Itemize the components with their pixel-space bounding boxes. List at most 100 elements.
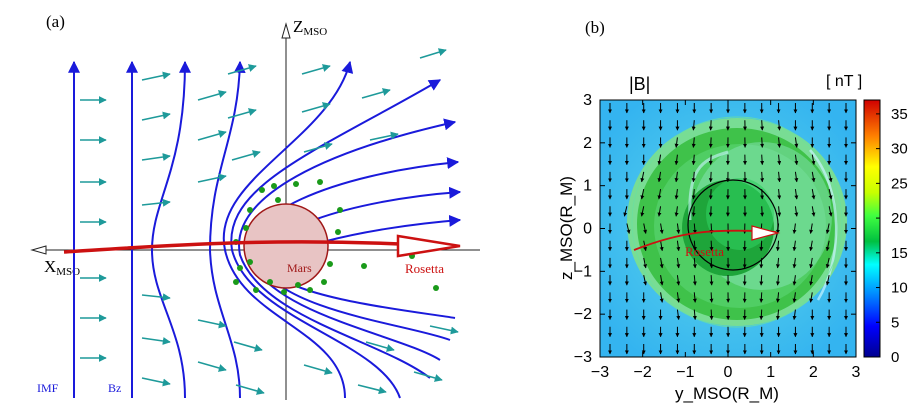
field-vector <box>809 223 814 234</box>
field-vector <box>657 188 662 200</box>
y-tick-label: −1 <box>574 263 592 280</box>
colorbar-units: [ nT ] <box>826 73 862 90</box>
x-tick-label: 2 <box>809 364 818 381</box>
field-vector <box>825 223 830 234</box>
field-vector <box>640 171 645 183</box>
y-tick-label: −2 <box>574 306 592 323</box>
panel-b-label: (b) <box>585 18 605 37</box>
field-vector <box>825 275 830 286</box>
field-vector <box>777 171 782 183</box>
x-tick-label: −3 <box>591 364 609 381</box>
field-vector <box>760 171 765 183</box>
z-axis-arrowhead <box>281 22 291 39</box>
field-vector <box>760 137 765 148</box>
field-vector <box>692 275 697 286</box>
field-vector <box>777 154 782 166</box>
field-vector <box>708 189 713 200</box>
particle <box>259 187 265 193</box>
field-line <box>150 60 191 399</box>
flow-arrow <box>141 337 171 345</box>
field-vector <box>691 137 696 148</box>
field-vector <box>691 206 696 217</box>
field-vector <box>760 206 765 217</box>
x-tick-label: 3 <box>852 364 861 381</box>
field-vector <box>828 206 833 217</box>
field-vector <box>825 240 830 252</box>
bz-label: Bz <box>108 381 121 395</box>
field-vector <box>777 206 782 217</box>
field-vector <box>792 240 797 252</box>
x-ticks: −3 −2 −1 0 1 2 3 <box>591 100 861 381</box>
field-vector <box>659 240 664 252</box>
flow-arrow <box>369 131 399 141</box>
mars-label: Mars <box>287 261 312 275</box>
field-vector <box>775 257 780 269</box>
field-vector <box>692 257 697 269</box>
field-vector <box>640 206 645 217</box>
field-vector <box>811 188 816 200</box>
flow-arrow <box>231 150 261 161</box>
x-axis-arrowhead <box>30 245 47 255</box>
flow-arrow <box>303 364 333 375</box>
flow-arrows <box>80 48 459 395</box>
field-vector <box>809 275 814 286</box>
flow-arrow <box>227 108 257 119</box>
flow-arrow <box>197 173 227 183</box>
colorbar-tick-label: 5 <box>891 314 899 331</box>
x-tick-label: −2 <box>634 364 652 381</box>
particle <box>247 259 253 265</box>
y-tick-label: 0 <box>583 221 592 238</box>
flow-arrow <box>141 198 171 207</box>
field-vector <box>760 120 765 131</box>
field-vector <box>775 240 780 252</box>
field-vector <box>792 309 797 320</box>
flow-arrow <box>361 88 391 99</box>
particle <box>295 282 301 288</box>
colorbar-tick-label: 25 <box>891 175 908 192</box>
field-vector <box>794 154 799 166</box>
field-vector <box>676 240 681 252</box>
field-vector <box>674 189 679 200</box>
field-vector <box>828 188 833 200</box>
field-vector <box>709 309 714 320</box>
field-vector <box>692 292 697 303</box>
field-vector <box>708 206 713 217</box>
x-tick-label: 0 <box>724 364 733 381</box>
flow-arrow <box>141 111 171 121</box>
field-vector <box>794 171 799 183</box>
field-vector <box>760 189 765 200</box>
field-vector <box>640 188 645 200</box>
field-vector <box>759 309 764 320</box>
field-vector <box>657 154 662 166</box>
flow-arrow <box>365 341 395 352</box>
field-vector <box>794 137 799 148</box>
field-vector <box>676 309 681 320</box>
particle <box>327 261 333 267</box>
y-tick-label: −3 <box>574 349 592 366</box>
colorbar <box>863 99 881 358</box>
flow-arrow <box>235 384 265 395</box>
field-vector <box>674 154 679 166</box>
particle <box>337 207 343 213</box>
flow-arrow <box>141 153 171 161</box>
rosetta-label: Rosetta <box>405 261 444 276</box>
field-vector <box>777 120 782 131</box>
rosetta-arrowhead <box>396 234 461 258</box>
colorbar-tick-label: 10 <box>891 280 908 297</box>
field-vector <box>674 171 679 183</box>
field-vector <box>792 257 797 269</box>
field-vector <box>674 206 679 217</box>
particle <box>275 197 281 203</box>
field-vector <box>676 275 681 286</box>
particle <box>317 179 323 185</box>
y-tick-label: 2 <box>583 135 592 152</box>
particle <box>293 181 299 187</box>
imf-straight-lines <box>68 60 138 398</box>
flow-arrow <box>141 293 171 302</box>
field-vector <box>659 223 664 234</box>
particle <box>253 287 259 293</box>
field-vector <box>792 292 797 303</box>
imf-label: IMF <box>37 381 59 395</box>
flow-arrow <box>303 142 333 153</box>
